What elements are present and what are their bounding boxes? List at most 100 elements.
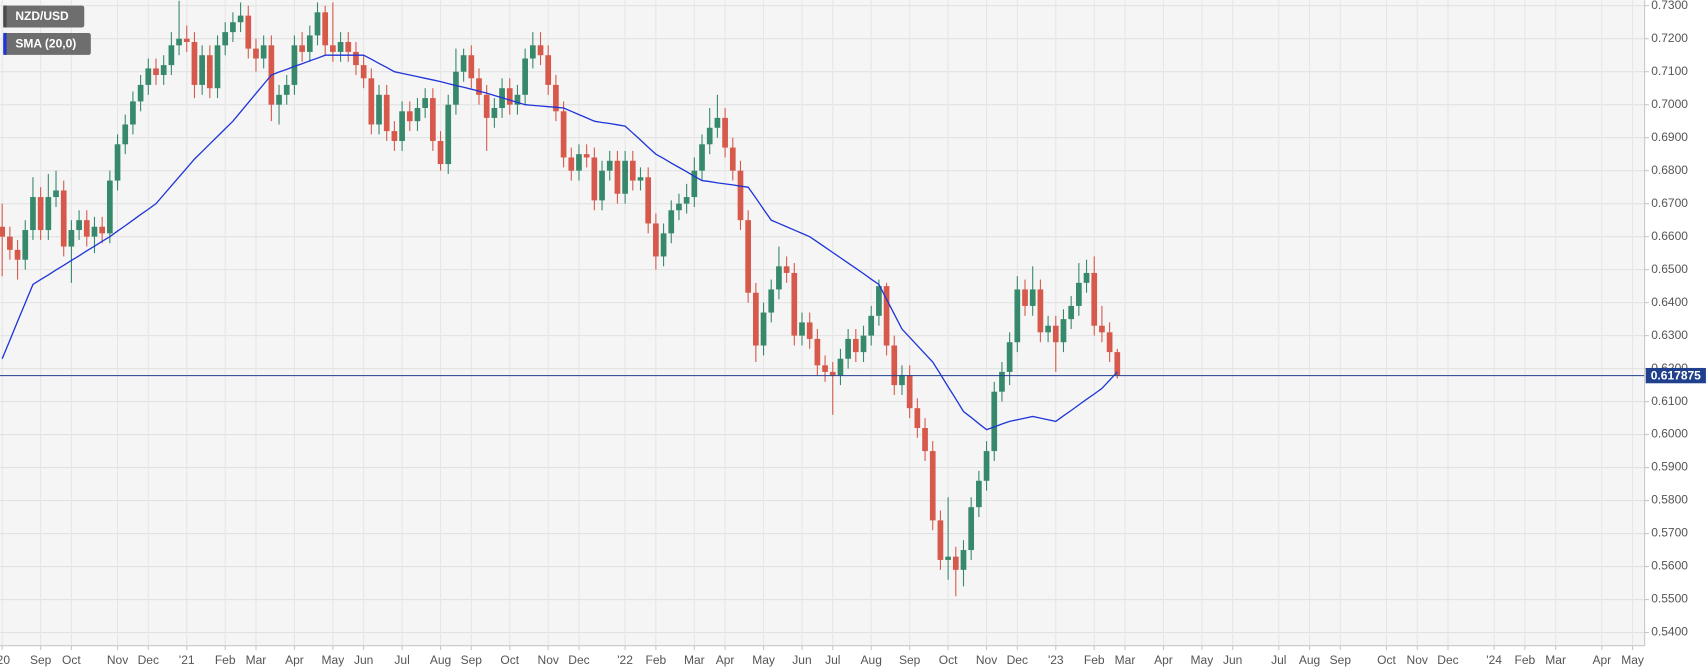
candle-body: [1037, 289, 1044, 333]
candle-body: [822, 365, 828, 372]
candle-body: [983, 451, 990, 481]
candle-body: [1099, 325, 1105, 333]
candle-body: [637, 177, 644, 181]
candle-body: [868, 315, 875, 336]
candle-body: [614, 160, 621, 194]
x-tick-label: Feb: [1084, 653, 1105, 667]
candle-body: [599, 170, 605, 201]
x-tick-label: Nov: [107, 653, 128, 667]
x-tick-label: Apr: [285, 653, 304, 667]
x-tick-label: Sep: [1330, 653, 1352, 667]
y-tick-label: 0.5600: [1651, 559, 1688, 573]
y-tick-label: 0.6400: [1651, 295, 1688, 309]
candle-body: [753, 292, 759, 346]
candle-body: [999, 371, 1005, 392]
candle-body: [0, 226, 6, 237]
legend-swatch: [3, 32, 7, 55]
y-tick-label: 0.6000: [1651, 427, 1688, 441]
x-tick-label: Aug: [861, 653, 882, 667]
x-tick-label: '21: [179, 653, 195, 667]
candle-body: [945, 556, 951, 560]
candle-body: [1060, 319, 1067, 343]
candle-body: [7, 236, 13, 250]
candle-body: [883, 286, 890, 346]
candle-body: [399, 111, 405, 141]
candle-body: [14, 249, 21, 260]
candle-body: [706, 127, 713, 145]
x-tick-label: Feb: [215, 653, 236, 667]
candle-body: [553, 84, 559, 112]
y-tick-label: 0.6600: [1651, 229, 1688, 243]
candle-body: [199, 55, 205, 85]
candle-body: [222, 32, 229, 46]
candle-body: [137, 84, 144, 102]
candle-body: [191, 42, 198, 85]
x-tick-label: Apr: [1154, 653, 1173, 667]
candle-body: [676, 203, 682, 211]
candle-body: [230, 22, 236, 33]
candle-body: [960, 550, 967, 570]
y-tick-label: 0.5900: [1651, 460, 1688, 474]
candle-body: [860, 335, 867, 353]
candle-body: [629, 160, 636, 181]
y-tick-label: 0.7300: [1651, 0, 1688, 12]
candle-body: [176, 38, 182, 46]
candle-body: [483, 94, 490, 118]
candle-body: [645, 177, 652, 224]
candle-body: [491, 107, 498, 118]
candle-body: [583, 154, 590, 158]
x-tick-label: Nov: [1407, 653, 1428, 667]
candle-body: [506, 88, 513, 105]
candle-body: [460, 55, 467, 72]
y-tick-label: 0.6500: [1651, 262, 1688, 276]
candle-body: [53, 190, 59, 198]
candle-body: [1045, 325, 1051, 333]
candle-body: [22, 230, 29, 260]
candle-body: [114, 144, 121, 181]
candle-body: [914, 408, 921, 428]
candle-body: [606, 160, 613, 171]
x-tick-label: Mar: [684, 653, 705, 667]
candle-body: [30, 197, 36, 231]
x-tick-label: Nov: [976, 653, 997, 667]
x-tick-label: May: [752, 653, 775, 667]
x-tick-label: Aug: [430, 653, 451, 667]
y-tick-label: 0.5400: [1651, 625, 1688, 639]
candle-body: [330, 45, 336, 52]
candle-body: [245, 15, 252, 49]
candle-body: [899, 375, 905, 386]
candle-body: [891, 345, 898, 386]
candle-body: [107, 180, 113, 234]
candle-body: [168, 45, 175, 66]
candle-body: [976, 480, 982, 508]
x-tick-label: '22: [617, 653, 633, 667]
candle-body: [1083, 272, 1090, 283]
x-tick-label: Jul: [825, 653, 840, 667]
legend-swatch: [3, 5, 7, 28]
candle-body: [337, 42, 344, 52]
candle-body: [1029, 289, 1036, 306]
legend: NZD/USD SMA (20,0): [3, 5, 91, 55]
candle-body: [529, 45, 536, 59]
x-tick-label: Dec: [1007, 653, 1028, 667]
candle-body: [522, 58, 528, 95]
candle-body: [1091, 272, 1098, 326]
candle-body: [829, 371, 836, 376]
candle-body: [537, 45, 544, 56]
candle-body: [576, 154, 582, 171]
candle-body: [253, 48, 259, 59]
candle-body: [514, 94, 521, 105]
candle-body: [760, 312, 767, 346]
candle-body: [414, 107, 421, 122]
candle-body: [768, 289, 775, 313]
x-tick-label: Sep: [899, 653, 921, 667]
x-tick-label: Mar: [1115, 653, 1136, 667]
candle-body: [668, 210, 675, 234]
candle-body: [130, 101, 136, 125]
candle-body: [406, 111, 413, 122]
candle-body: [837, 358, 844, 376]
candle-body: [206, 55, 213, 89]
legend-label: NZD/USD: [15, 9, 69, 23]
